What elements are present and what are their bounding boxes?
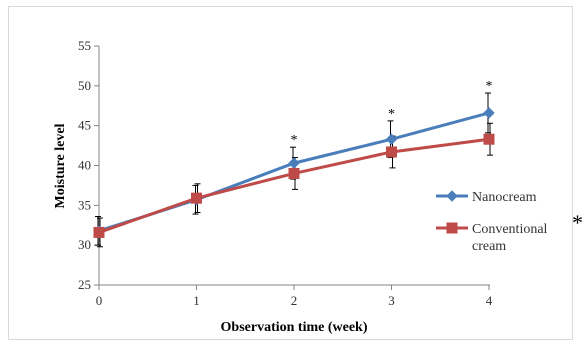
y-tick-label: 25 [78,277,91,292]
x-tick-label: 4 [486,293,493,308]
y-tick-label: 45 [78,118,91,133]
x-axis-title: Observation time (week) [221,320,368,335]
x-tick-label: 2 [291,293,298,308]
y-tick-label: 35 [78,197,91,212]
legend: Nanocream Conventional cream [436,190,548,254]
legend-swatch-marker [446,190,458,202]
significance-asterisk: * [486,79,493,94]
y-tick-label: 40 [78,158,91,173]
data-point [288,167,300,179]
x-tick-label: 0 [96,293,103,308]
data-point [386,146,397,158]
series-line [98,137,490,234]
y-tick-label: 30 [78,237,91,252]
significance-markers: * * * [291,79,493,148]
y-axis-title: Moisture level [53,123,68,208]
legend-swatch-marker [446,222,458,234]
chart-frame [8,6,573,340]
y-tick-label: 50 [78,78,91,93]
series-markers [93,107,495,238]
outside-asterisk: * [572,210,582,235]
legend-label: Conventional cream [472,222,548,254]
y-tick-label: 55 [78,38,91,53]
x-tick-label: 1 [193,293,200,308]
data-point [93,226,105,238]
data-point [191,192,202,204]
data-point [483,133,495,145]
data-point [288,157,300,169]
significance-asterisk: * [388,107,395,122]
legend-label: Nanocream [472,190,537,205]
axes: 25 30 35 40 45 50 55 0 1 2 3 4 [78,38,493,308]
significance-asterisk: * [291,133,298,148]
x-tick-label: 3 [388,293,395,308]
data-point [483,107,495,119]
data-point [385,133,398,145]
